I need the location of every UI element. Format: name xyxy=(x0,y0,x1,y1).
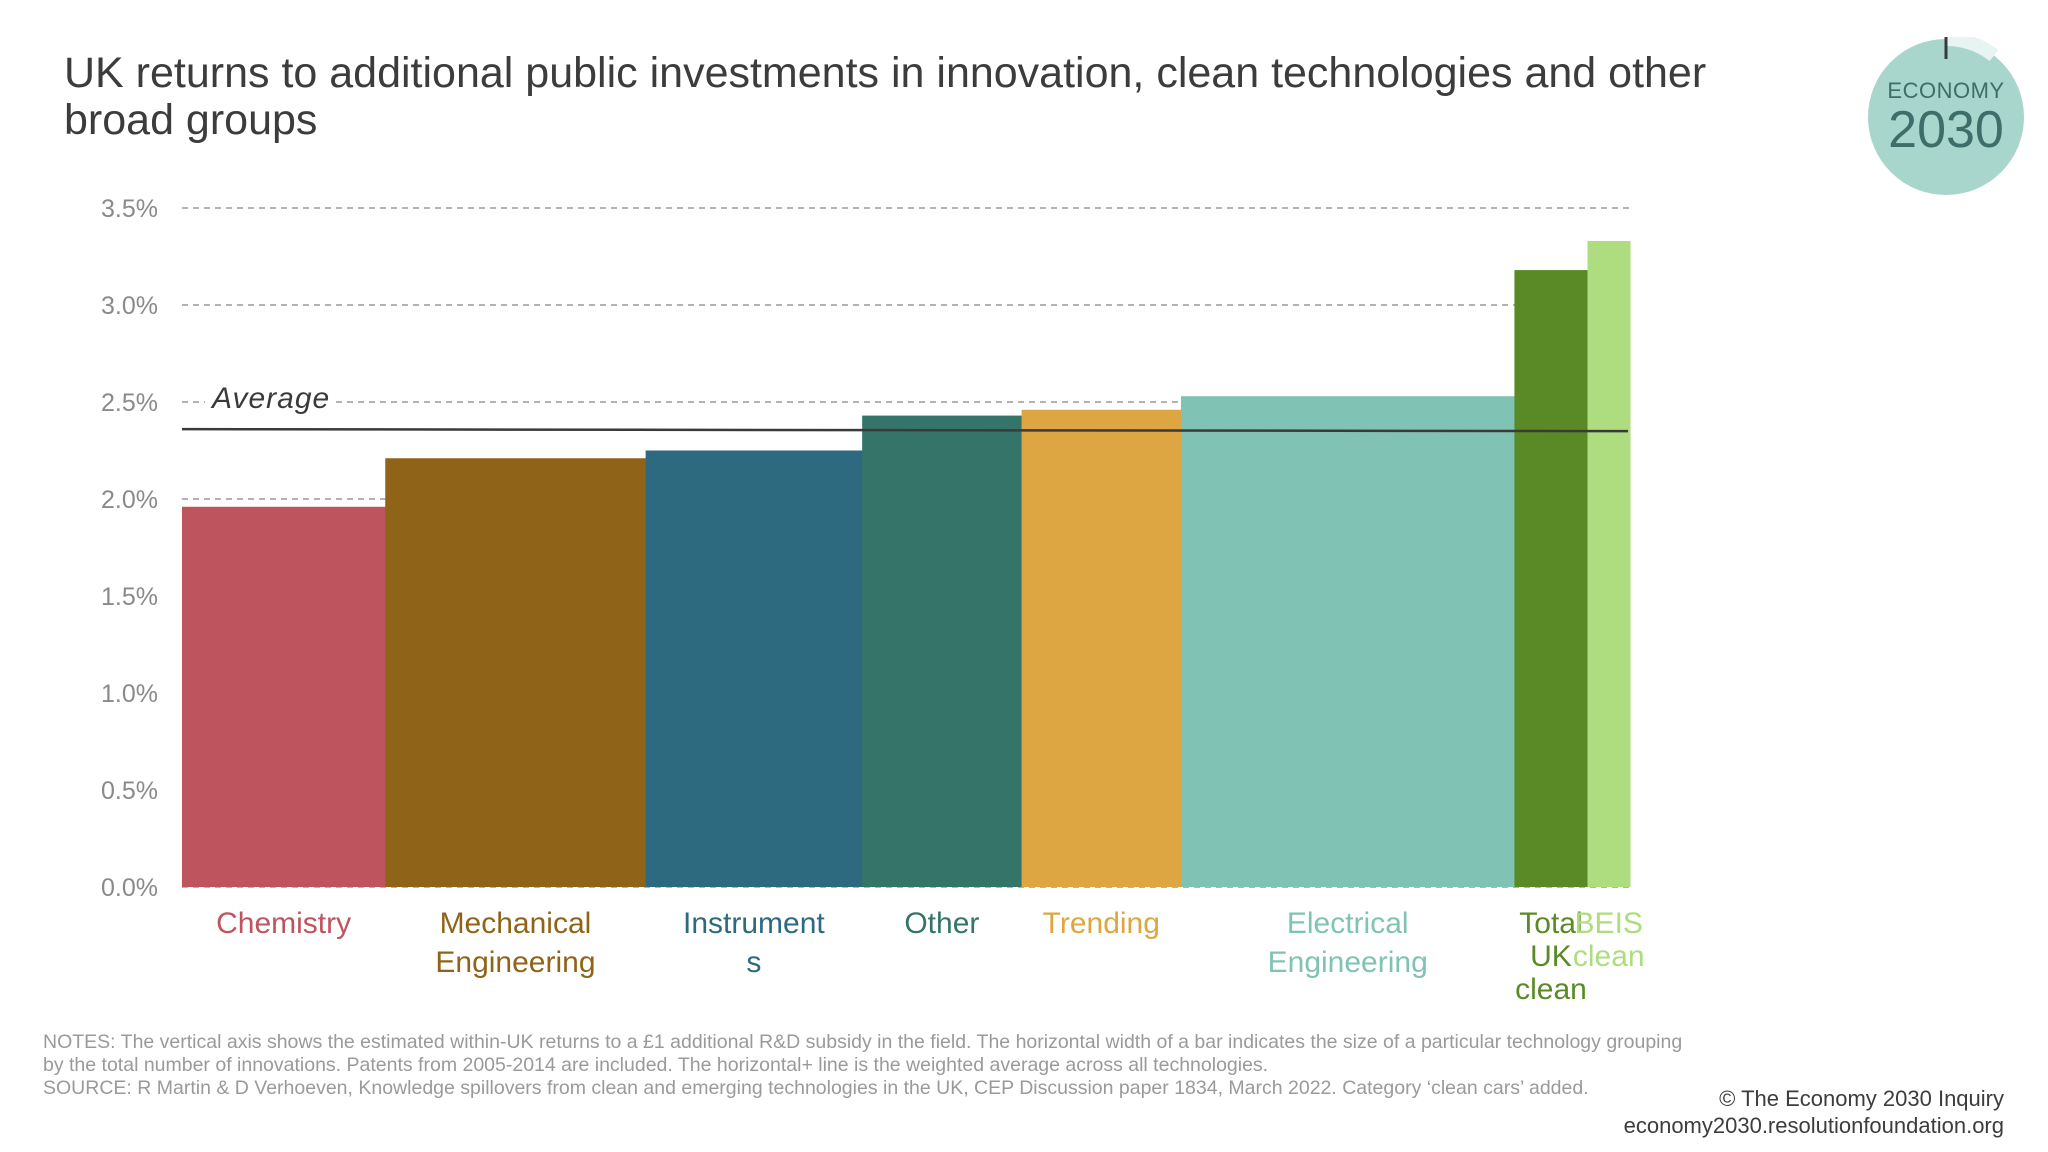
average-line xyxy=(181,427,1629,433)
bar-7 xyxy=(1514,270,1588,887)
y-tick-label: 3.5% xyxy=(101,195,158,223)
bar-1 xyxy=(182,506,386,887)
category-label: Instrument s xyxy=(683,907,825,979)
y-tick-label: 2.0% xyxy=(101,486,158,514)
category-label: Mechanical Engineering xyxy=(435,907,595,979)
bar-2 xyxy=(385,458,647,887)
notes-text: NOTES: The vertical axis shows the estim… xyxy=(43,1031,1683,1076)
logo-text-2030: 2030 xyxy=(1888,101,2004,159)
source-text: SOURCE: R Martin & D Verhoeven, Knowledg… xyxy=(43,1077,1589,1099)
average-label-bg xyxy=(205,380,333,414)
average-label: Average xyxy=(210,382,330,415)
chart-notes: NOTES: The vertical axis shows the estim… xyxy=(43,1031,1683,1100)
category-label: Chemistry xyxy=(216,907,351,940)
bar-8 xyxy=(1587,240,1631,888)
bar-chart: 0.0% 0.5% 1.0% 1.5% 2.0% 2.5% 3.0% 3.5% Chemistr… xyxy=(101,195,1645,1006)
chart-title: UK returns to additional public investme… xyxy=(64,49,1707,144)
y-tick-label: 0.0% xyxy=(101,874,158,902)
bar-4 xyxy=(862,415,1023,887)
y-tick-label: 1.5% xyxy=(101,583,158,611)
category-label: Other xyxy=(904,907,979,940)
credit-block: © The Economy 2030 Inquiry economy2030.r… xyxy=(1624,1085,2004,1139)
category-label: BEIS clean xyxy=(1573,907,1645,973)
copyright-text: © The Economy 2030 Inquiry xyxy=(1719,1086,2004,1111)
bar-3 xyxy=(645,450,863,887)
y-tick-label: 1.0% xyxy=(101,680,158,708)
economy-2030-logo xyxy=(1868,37,2024,195)
category-label: Trending xyxy=(1043,907,1160,940)
category-label: Total UK clean xyxy=(1515,907,1587,1006)
logo-text-economy: ECONOMY xyxy=(1887,78,2005,103)
bar-5 xyxy=(1021,409,1182,887)
website-text: economy2030.resolutionfoundation.org xyxy=(1623,1113,2004,1138)
y-tick-label: 3.0% xyxy=(101,292,158,320)
category-label: Electrical Engineering xyxy=(1268,907,1428,979)
y-tick-label: 0.5% xyxy=(101,777,158,805)
bar-6 xyxy=(1180,396,1515,887)
y-tick-label: 2.5% xyxy=(101,389,158,417)
